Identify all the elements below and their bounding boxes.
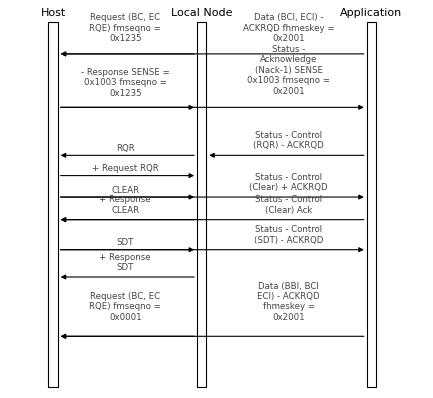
- Text: Request (BC, EC
RQE) fmseqno =
0x0001: Request (BC, EC RQE) fmseqno = 0x0001: [89, 292, 161, 322]
- Bar: [197, 21, 206, 387]
- Text: Status - Control
(RQR) - ACKRQD: Status - Control (RQR) - ACKRQD: [253, 131, 324, 150]
- Text: + Response
SDT: + Response SDT: [100, 253, 151, 272]
- Text: Status - Control
(Clear) Ack: Status - Control (Clear) Ack: [255, 195, 322, 215]
- Text: Status - Control
(SDT) - ACKRQD: Status - Control (SDT) - ACKRQD: [254, 225, 323, 245]
- Text: + Request RQR: + Request RQR: [92, 164, 158, 173]
- Bar: [367, 21, 376, 387]
- Text: Data (BBI, BCI
ECI) - ACKRQD
fhmeskey =
0x2001: Data (BBI, BCI ECI) - ACKRQD fhmeskey = …: [257, 282, 320, 322]
- Text: CLEAR: CLEAR: [111, 186, 139, 195]
- Text: + Response
CLEAR: + Response CLEAR: [100, 195, 151, 215]
- Text: Host: Host: [41, 8, 66, 18]
- Text: RQR: RQR: [116, 144, 135, 153]
- Bar: [48, 21, 58, 387]
- Text: Request (BC, EC
RQE) fmseqno =
0x1235: Request (BC, EC RQE) fmseqno = 0x1235: [89, 13, 161, 43]
- Text: - Response SENSE =
0x1003 fmseqno =
0x1235: - Response SENSE = 0x1003 fmseqno = 0x12…: [81, 68, 170, 98]
- Text: Local Node: Local Node: [171, 8, 233, 18]
- Text: Status - Control
(Clear) + ACKRQD: Status - Control (Clear) + ACKRQD: [249, 173, 328, 192]
- Text: Status -
Acknowledge
(Nack-1) SENSE
0x1003 fmseqno =
0x2001: Status - Acknowledge (Nack-1) SENSE 0x10…: [247, 45, 330, 96]
- Text: Data (BCI, ECI) -
ACKRQD fhmeskey =
0x2001: Data (BCI, ECI) - ACKRQD fhmeskey = 0x20…: [243, 13, 334, 43]
- Text: SDT: SDT: [116, 238, 134, 248]
- Text: Application: Application: [340, 8, 403, 18]
